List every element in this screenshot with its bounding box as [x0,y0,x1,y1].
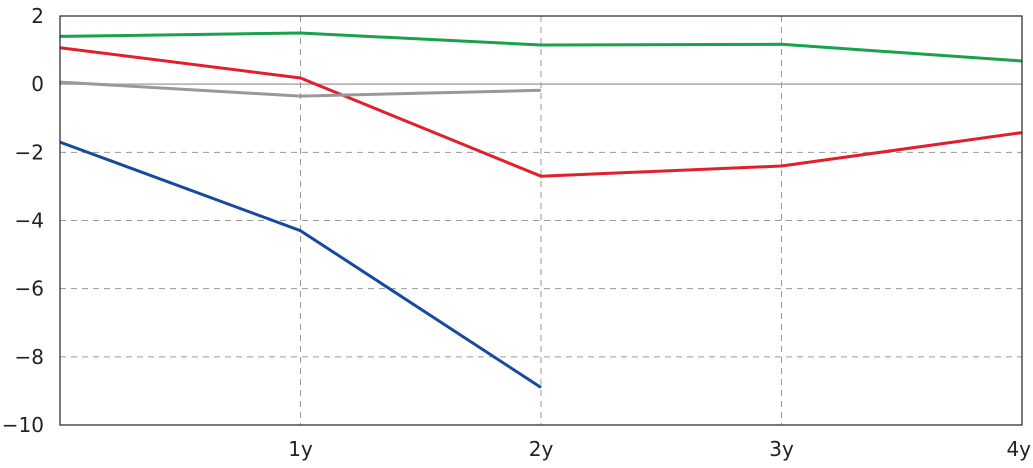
series-layer [59,31,1023,389]
x-tick-label-3: 4y [1006,437,1031,461]
y-tick-label-3: −4 [15,209,44,233]
y-tick-label-1: 0 [31,72,44,96]
y-tick-label-6: −10 [2,413,44,437]
plot-frame [59,15,1023,426]
series-line-0 [59,31,1023,63]
series-line-1 [59,46,1023,178]
grid-layer [60,16,1022,425]
series-line-2 [59,80,542,98]
x-tick-label-2: 3y [769,437,794,461]
y-tick-label-2: −2 [15,140,44,164]
series-line-3 [59,140,542,389]
x-tick-label-1: 2y [529,437,554,461]
tick-labels: 2 0 −2 −4 −6 −8 −10 1y 2y 3y 4y [2,4,1031,461]
y-tick-label-0: 2 [31,4,44,28]
x-tick-label-0: 1y [288,437,313,461]
y-tick-label-5: −8 [15,345,44,369]
y-tick-label-4: −6 [15,277,44,301]
